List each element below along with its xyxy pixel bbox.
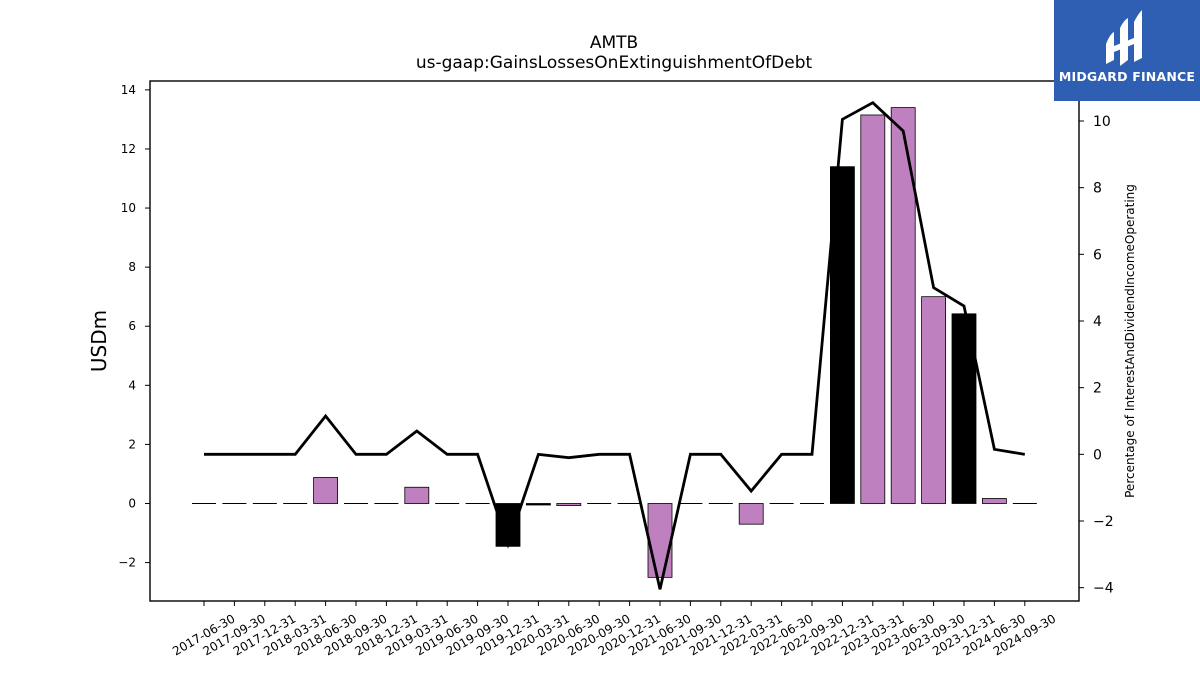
y-tick-label: 6 [128,319,136,333]
y2-tick-label: 2 [1093,381,1102,397]
bar [738,503,764,525]
y-tick-label: 12 [121,142,136,156]
plot-area: −202468101214−4−202468102017-06-302017-0… [118,80,1114,658]
bar [921,296,946,504]
bar [526,503,551,506]
y2-tick-label: 4 [1093,314,1102,330]
y-tick-label: 10 [121,201,136,215]
chart-subtitle: us-gaap:GainsLossesOnExtinguishmentOfDeb… [416,53,813,73]
line-series [204,100,1026,590]
y-tick-label: 14 [121,83,136,97]
bar [860,114,886,504]
y-tick-label: −2 [118,556,136,570]
midgard-finance-logo: MIDGARD FINANCE [1054,0,1200,101]
bar [830,166,855,504]
y2-tick-label: 0 [1093,447,1102,463]
y-tick-label: 4 [128,378,136,392]
plot-frame [149,80,1080,602]
logo-text: MIDGARD FINANCE [1058,69,1196,84]
bar [404,486,430,504]
bar [647,503,673,578]
y2-tick-label: 10 [1093,114,1111,130]
y2-axis-label: Percentage of InterestAndDividendIncomeO… [1123,184,1137,498]
bar [982,498,1007,504]
y-tick-label: 8 [128,260,136,274]
chart-title: AMTB [590,33,638,53]
bar [313,477,339,504]
y-tick-label: 2 [128,437,136,451]
y-axis-label: USDm [87,310,111,372]
logo-mark-icon [1106,10,1142,66]
y2-tick-label: −2 [1093,514,1114,530]
y-tick-label: 0 [128,497,136,511]
y2-tick-label: 8 [1093,181,1102,197]
bar [495,503,521,547]
y2-tick-label: 6 [1093,247,1102,263]
bar [556,503,582,506]
y2-tick-label: −4 [1093,581,1114,597]
